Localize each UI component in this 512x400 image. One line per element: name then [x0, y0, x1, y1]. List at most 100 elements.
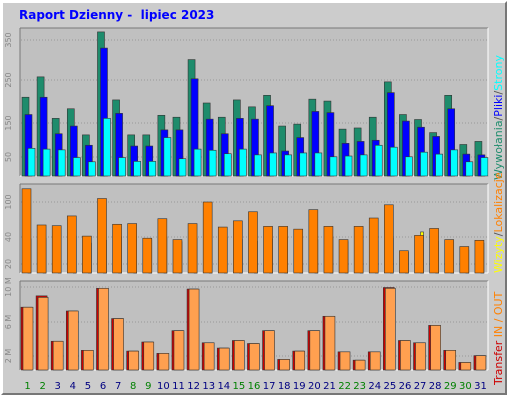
- y-tick-label: 20: [4, 259, 13, 269]
- bar-strony: [42, 148, 51, 177]
- x-tick-label-day-10: 10: [157, 381, 170, 392]
- bar-wizyty: [36, 224, 47, 274]
- x-tick-label-day-21: 21: [323, 381, 336, 392]
- x-tick-label-day-6: 6: [100, 381, 106, 392]
- bar-strony: [88, 161, 96, 177]
- bar-transfer-out: [369, 351, 381, 371]
- x-tick-label-day-2: 2: [39, 381, 45, 392]
- legend-hits-entry: Strony: [492, 55, 505, 91]
- bar-strony: [178, 158, 187, 177]
- bar-transfer-out: [249, 343, 260, 371]
- x-tick-label-day-17: 17: [263, 381, 276, 392]
- x-tick-label-day-18: 18: [278, 381, 291, 392]
- chart-title: Raport Dzienny - lipiec 2023: [19, 8, 215, 22]
- bar-wizyty: [429, 228, 439, 274]
- legend-visits-entry: Wizyty: [492, 236, 505, 273]
- bar-wizyty: [338, 239, 349, 274]
- x-tick-label-day-25: 25: [384, 381, 397, 392]
- bar-wizyty: [353, 226, 364, 274]
- legend-transfer-entry: Transfer: [492, 340, 505, 386]
- bar-strony: [450, 149, 459, 177]
- bar-strony: [344, 155, 353, 177]
- bar-strony: [420, 151, 428, 177]
- y-tick-label: 100: [4, 194, 13, 209]
- x-tick-label-day-4: 4: [70, 381, 76, 392]
- bar-strony: [27, 148, 36, 177]
- x-tick-label-day-14: 14: [217, 381, 230, 392]
- x-tick-label-day-12: 12: [187, 381, 200, 392]
- y-tick-label: 6 M: [4, 315, 13, 330]
- bar-transfer-out: [460, 362, 472, 371]
- bar-strony: [57, 149, 66, 177]
- bar-strony: [254, 154, 262, 177]
- bar-strony: [269, 152, 277, 177]
- bar-transfer-out: [354, 359, 366, 371]
- bar-transfer-out: [294, 350, 306, 371]
- x-tick-label-day-11: 11: [172, 381, 185, 392]
- legend-hits-entry: Wywołania: [492, 120, 505, 180]
- bar-transfer-out: [67, 310, 79, 371]
- bar-wizyty: [82, 235, 92, 274]
- bar-transfer-out: [400, 340, 411, 371]
- bar-strony: [405, 156, 413, 177]
- bar-wizyty: [157, 218, 168, 274]
- bar-transfer-out: [37, 297, 49, 371]
- x-tick-label-day-26: 26: [399, 381, 412, 392]
- legend-visits: Wizyty/Lokalizacje: [492, 172, 505, 273]
- bar-transfer-out: [279, 359, 290, 371]
- x-tick-label-day-7: 7: [115, 381, 121, 392]
- bar-transfer-out: [83, 350, 94, 371]
- bar-transfer-out: [385, 287, 396, 371]
- x-tick-label-day-30: 30: [459, 381, 472, 392]
- bar-wizyty: [368, 217, 379, 274]
- bar-strony: [359, 154, 368, 177]
- bar-strony: [314, 152, 323, 177]
- bar-transfer-out: [309, 330, 321, 371]
- bar-wizyty: [112, 223, 122, 274]
- y-tick-label: 50: [4, 152, 13, 162]
- bar-strony: [193, 148, 202, 177]
- y-tick-label: 40: [4, 232, 13, 242]
- x-tick-label-day-27: 27: [414, 381, 427, 392]
- bar-transfer-out: [22, 306, 34, 371]
- bar-transfer-out: [98, 287, 109, 371]
- bar-transfer-out: [188, 288, 200, 371]
- bar-transfer-out: [445, 350, 457, 371]
- bar-transfer-out: [128, 350, 139, 371]
- x-tick-label-day-31: 31: [474, 381, 487, 392]
- bar-strony: [239, 148, 247, 177]
- bar-wizyty: [233, 220, 243, 274]
- bar-wizyty: [323, 226, 334, 274]
- bar-strony: [103, 118, 111, 177]
- bar-transfer-out: [430, 325, 441, 371]
- x-tick-label-day-23: 23: [353, 381, 366, 392]
- legend-visits-entry: /: [492, 232, 505, 236]
- bar-transfer-out: [339, 351, 351, 371]
- y-tick-label: 250: [4, 72, 13, 87]
- bar-strony: [133, 161, 141, 177]
- legend-visits-entry: Lokalizacje: [492, 172, 505, 232]
- bar-wizyty: [172, 239, 183, 274]
- bar-transfer-out: [52, 340, 64, 371]
- x-tick-label-day-9: 9: [145, 381, 151, 392]
- bar-transfer-out: [143, 341, 155, 371]
- bar-transfer-out: [264, 330, 275, 371]
- x-tick-label-day-1: 1: [24, 381, 30, 392]
- bar-strony: [208, 149, 217, 177]
- bar-strony: [374, 144, 383, 177]
- bar-wizyty: [459, 246, 470, 274]
- x-tick-label-day-13: 13: [202, 381, 215, 392]
- x-tick-label-day-29: 29: [444, 381, 457, 392]
- x-tick-label-day-16: 16: [248, 381, 261, 392]
- bar-transfer-out: [173, 330, 185, 371]
- bar-strony: [480, 157, 489, 177]
- bar-wizyty: [51, 225, 62, 274]
- x-tick-label-day-28: 28: [429, 381, 442, 392]
- bar-wizyty: [66, 215, 77, 274]
- bar-transfer-out: [158, 353, 170, 371]
- bar-strony: [299, 152, 308, 177]
- bar-wizyty: [142, 237, 153, 274]
- bar-strony: [118, 157, 126, 177]
- bar-transfer-out: [324, 315, 336, 371]
- bar-wizyty: [187, 223, 198, 274]
